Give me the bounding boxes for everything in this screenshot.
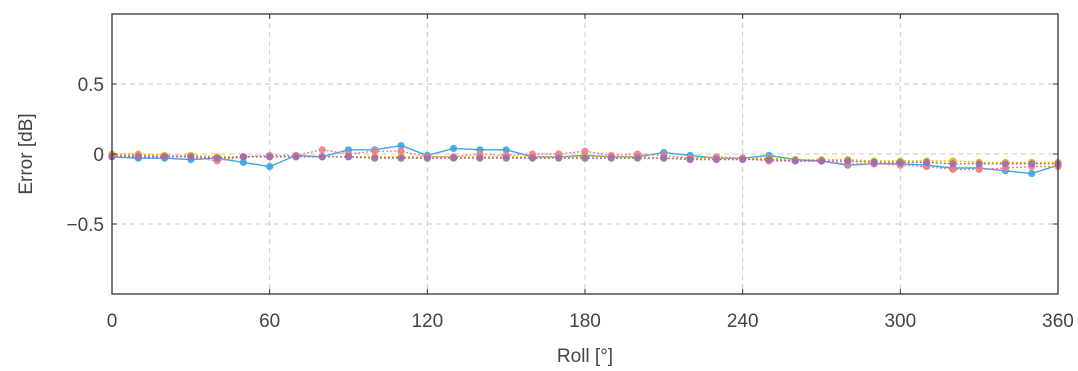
x-tick-label: 0 (107, 311, 118, 332)
data-point (160, 153, 169, 161)
data-point (239, 158, 247, 166)
data-point (1028, 160, 1036, 168)
data-point (1001, 160, 1010, 168)
data-point (870, 158, 878, 166)
data-point (844, 157, 852, 165)
x-axis-ticks: 0 60 120 180 240 300 360 (107, 14, 1074, 332)
x-tick-label: 60 (259, 311, 280, 332)
x-tick-label: 240 (727, 311, 759, 332)
y-tick-label: 0.5 (78, 75, 104, 96)
data-point (791, 157, 799, 165)
data-point (450, 154, 458, 162)
data-point (502, 146, 510, 154)
data-point (344, 153, 353, 161)
data-point (896, 158, 904, 166)
data-point (423, 154, 431, 162)
series-layer (108, 142, 1062, 178)
data-point (476, 154, 484, 162)
data-point (660, 154, 668, 162)
data-point (371, 154, 379, 162)
data-point (239, 153, 247, 161)
data-point (187, 153, 195, 161)
data-point (371, 147, 379, 155)
data-point (1028, 170, 1036, 178)
data-point (318, 153, 326, 161)
data-point (581, 147, 589, 155)
data-point (975, 165, 983, 173)
data-point (502, 154, 510, 162)
data-point (266, 163, 274, 171)
data-point (712, 156, 720, 164)
data-point (397, 147, 405, 155)
data-point (607, 154, 615, 162)
x-tick-label: 360 (1042, 311, 1074, 332)
data-point (555, 154, 563, 162)
data-point (134, 153, 142, 161)
data-point (923, 158, 931, 166)
data-point (765, 156, 773, 164)
series-4 (108, 153, 1062, 168)
data-point (450, 144, 458, 152)
y-tick-label: −0.5 (66, 215, 104, 236)
data-point (292, 153, 300, 161)
data-point (397, 154, 405, 162)
data-point (949, 165, 957, 173)
data-point (581, 154, 589, 162)
data-point (686, 156, 694, 164)
y-axis-ticks: 0.5 0 −0.5 (66, 75, 1058, 236)
data-point (213, 154, 221, 162)
x-tick-label: 180 (569, 311, 601, 332)
data-point (318, 146, 326, 154)
x-tick-label: 120 (411, 311, 443, 332)
data-point (266, 153, 274, 161)
data-point (397, 142, 405, 150)
y-axis-label: Error [dB] (16, 113, 37, 194)
data-point (975, 160, 983, 168)
y-tick-label: 0 (93, 145, 104, 166)
x-tick-label: 300 (884, 311, 916, 332)
data-point (817, 157, 826, 165)
data-point (528, 154, 537, 162)
data-point (949, 160, 957, 168)
data-point (633, 154, 642, 162)
x-axis-label: Roll [°] (557, 346, 613, 367)
data-point (739, 156, 747, 164)
